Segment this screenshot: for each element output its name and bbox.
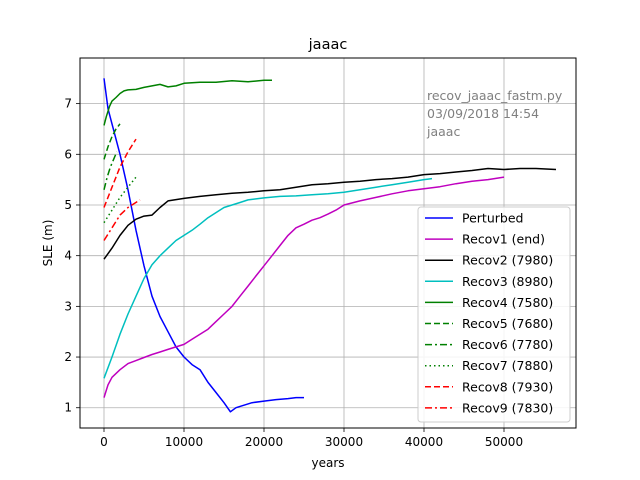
- legend-entry-label: Recov2 (7980): [462, 253, 553, 268]
- y-tick-label: 2: [64, 350, 72, 364]
- series-line-10: [103, 199, 141, 241]
- series-line-7: [103, 151, 118, 190]
- legend-entry-label: Recov3 (8980): [462, 274, 553, 289]
- annotation-line: recov_jaaac_fastm.py: [427, 88, 563, 103]
- legend-entry-label: Recov8 (7930): [462, 379, 553, 394]
- legend-entry-label: Recov7 (7880): [462, 358, 553, 373]
- x-tick-label: 30000: [325, 435, 363, 449]
- series-line-5: [103, 79, 272, 126]
- legend-entry-label: Recov9 (7830): [462, 400, 553, 415]
- legend-entry-label: Recov1 (end): [462, 232, 545, 247]
- legend-box: [417, 206, 571, 423]
- x-tick-label: 50000: [485, 435, 523, 449]
- annotation-block: recov_jaaac_fastm.py 03/09/2018 14:54 jaaa…: [426, 88, 563, 139]
- series-layer: [103, 78, 557, 413]
- y-axis-label: SLE (m): [41, 220, 55, 267]
- legend-entry-label: Recov5 (7680): [462, 316, 553, 331]
- ticks-layer: 0 10000 20000 30000 40000 50000 1 2 3 4 5 6 7: [64, 97, 523, 449]
- series-line-4: [103, 177, 433, 379]
- legend-entry-label: Recov4 (7580): [462, 295, 553, 310]
- y-tick-label: 3: [64, 299, 72, 313]
- annotation-line: jaaac: [426, 124, 460, 139]
- plot-frame: [79, 57, 577, 429]
- x-axis-label: years: [311, 456, 344, 470]
- y-tick-label: 6: [64, 147, 72, 161]
- y-tick-label: 5: [64, 198, 72, 212]
- series-line-9: [103, 138, 137, 208]
- x-tick-label: 40000: [405, 435, 443, 449]
- chart-title: jaaac: [308, 37, 348, 53]
- legend-entry-label: Recov6 (7780): [462, 337, 553, 352]
- y-tick-label: 1: [64, 401, 72, 415]
- x-tick-label: 10000: [165, 435, 203, 449]
- x-tick-label: 0: [100, 435, 108, 449]
- x-tick-label: 20000: [245, 435, 283, 449]
- series-line-1: [103, 78, 304, 413]
- series-line-2: [103, 176, 505, 398]
- series-line-8: [103, 176, 137, 224]
- annotation-line: 03/09/2018 14:54: [427, 106, 539, 121]
- y-tick-label: 4: [64, 249, 72, 263]
- legend-entry-label: Perturbed: [462, 211, 523, 226]
- series-line-3: [103, 167, 557, 260]
- y-tick-label: 7: [64, 97, 72, 111]
- legend: Perturbed Recov1 (end) Recov2 (7980) Recov3…: [417, 206, 571, 423]
